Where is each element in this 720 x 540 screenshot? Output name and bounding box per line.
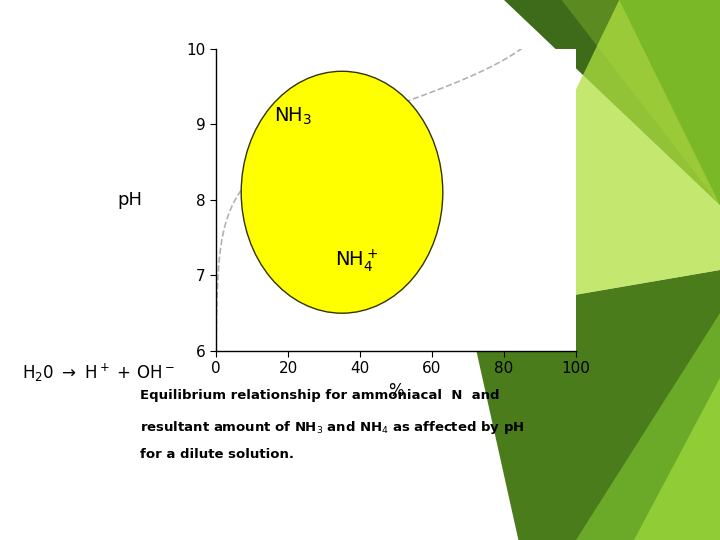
Polygon shape [468, 0, 720, 313]
Text: pH: pH [117, 191, 142, 209]
X-axis label: %: % [388, 382, 404, 400]
Ellipse shape [241, 71, 443, 313]
Text: H$_2$0 $\rightarrow$ H$^+$ + OH$^-$: H$_2$0 $\rightarrow$ H$^+$ + OH$^-$ [22, 361, 174, 384]
Polygon shape [468, 270, 720, 540]
Polygon shape [504, 0, 720, 205]
Text: NH$_3$: NH$_3$ [274, 106, 312, 127]
Text: for a dilute solution.: for a dilute solution. [140, 448, 294, 461]
Polygon shape [562, 0, 720, 205]
Polygon shape [576, 313, 720, 540]
Polygon shape [634, 378, 720, 540]
Text: resultant amount of NH$_3$ and NH$_4$ as affected by pH: resultant amount of NH$_3$ and NH$_4$ as… [140, 418, 525, 435]
Polygon shape [619, 0, 720, 205]
Text: NH$_4^+$: NH$_4^+$ [335, 247, 378, 274]
Text: Equilibrium relationship for ammoniacal  N  and: Equilibrium relationship for ammoniacal … [140, 389, 500, 402]
